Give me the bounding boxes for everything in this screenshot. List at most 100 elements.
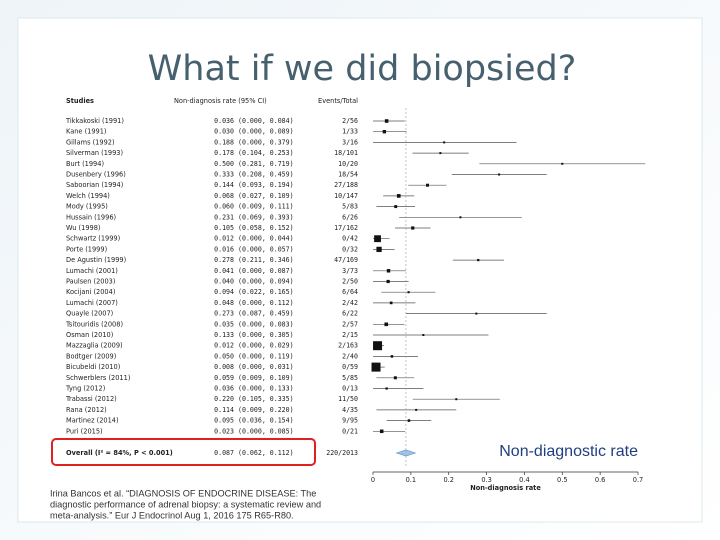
ci-text: (0.000, 0.085) bbox=[238, 427, 294, 435]
rate-text: 0.023 bbox=[214, 427, 234, 435]
x-tick-label: 0.2 bbox=[443, 476, 454, 484]
rate-text: 0.060 bbox=[214, 203, 234, 211]
study-marker bbox=[373, 341, 383, 351]
study-name: Silverman (1993) bbox=[66, 149, 123, 157]
events-text: 0/21 bbox=[342, 427, 358, 435]
events-text: 2/163 bbox=[338, 342, 358, 350]
citation: Irina Bancos et al. “DIAGNOSIS OF ENDOCR… bbox=[50, 488, 321, 520]
ci-text: (0.000, 0.379) bbox=[238, 138, 294, 146]
citation-line: Irina Bancos et al. “DIAGNOSIS OF ENDOCR… bbox=[50, 488, 316, 498]
study-name: Schwerblers (2011) bbox=[66, 374, 130, 382]
ci-text: (0.022, 0.165) bbox=[238, 288, 294, 296]
slide-title: What if we did biopsied? bbox=[148, 49, 577, 89]
rate-text: 0.144 bbox=[214, 181, 234, 189]
study-marker bbox=[384, 119, 389, 123]
study-marker bbox=[422, 334, 425, 336]
study-marker bbox=[390, 355, 394, 358]
study-name: Saboorian (1994) bbox=[66, 181, 123, 189]
events-text: 0/42 bbox=[342, 235, 358, 243]
rate-text: 0.114 bbox=[214, 406, 234, 414]
ci-text: (0.000, 0.087) bbox=[238, 267, 294, 275]
rate-text: 0.133 bbox=[214, 331, 234, 339]
study-name: De Agustin (1999) bbox=[66, 256, 126, 264]
study-marker bbox=[394, 205, 398, 209]
events-text: 0/59 bbox=[342, 363, 358, 371]
study-name: Overall (I² = 84%, P < 0.001) bbox=[66, 449, 173, 457]
citation-line: meta-analysis.” Eur J Endocrinol Aug 1, … bbox=[50, 510, 294, 520]
events-text: 18/54 bbox=[338, 171, 358, 179]
ci-text: (0.000, 0.119) bbox=[238, 352, 294, 360]
rate-text: 0.012 bbox=[214, 235, 234, 243]
study-marker bbox=[382, 130, 387, 134]
study-marker bbox=[498, 173, 501, 176]
rate-text: 0.035 bbox=[214, 320, 234, 328]
study-name: Kocijani (2004) bbox=[66, 288, 115, 296]
events-text: 2/40 bbox=[342, 352, 358, 360]
events-text: 27/188 bbox=[334, 181, 358, 189]
rate-text: 0.273 bbox=[214, 310, 234, 318]
rate-text: 0.105 bbox=[214, 224, 234, 232]
figure-area bbox=[55, 95, 648, 491]
events-text: 17/162 bbox=[334, 224, 358, 232]
study-name: Hussain (1996) bbox=[66, 213, 116, 221]
ci-text: (0.000, 0.084) bbox=[238, 117, 294, 125]
study-marker bbox=[376, 246, 382, 253]
events-text: 6/22 bbox=[342, 310, 358, 318]
rate-text: 0.059 bbox=[214, 374, 234, 382]
study-name: Mazzaglia (2009) bbox=[66, 342, 123, 350]
events-text: 2/50 bbox=[342, 278, 358, 286]
study-marker bbox=[393, 376, 397, 380]
rate-text: 0.094 bbox=[214, 288, 234, 296]
study-marker bbox=[384, 322, 389, 327]
study-marker bbox=[385, 387, 388, 390]
study-name: Rana (2012) bbox=[66, 406, 107, 414]
events-text: 0/32 bbox=[342, 245, 358, 253]
rate-text: 0.220 bbox=[214, 395, 234, 403]
study-name: Dusenbery (1996) bbox=[66, 171, 126, 179]
events-text: 4/35 bbox=[342, 406, 358, 414]
events-text: 6/26 bbox=[342, 213, 358, 221]
study-marker bbox=[426, 183, 429, 187]
study-name: Gillams (1992) bbox=[66, 138, 115, 146]
ci-text: (0.009, 0.109) bbox=[238, 374, 294, 382]
study-name: Schwartz (1999) bbox=[66, 235, 120, 243]
rate-text: 0.095 bbox=[214, 417, 234, 425]
column-header: Studies bbox=[66, 97, 94, 105]
rate-text: 0.048 bbox=[214, 299, 234, 307]
ci-text: (0.027, 0.109) bbox=[238, 192, 294, 200]
study-name: Welch (1994) bbox=[66, 192, 110, 200]
study-name: Quayle (2007) bbox=[66, 310, 113, 318]
annotation: Non-diagnostic rate bbox=[499, 443, 638, 460]
x-tick-label: 0.4 bbox=[519, 476, 530, 484]
study-name: Tikkakoski (1991) bbox=[65, 117, 124, 125]
study-marker bbox=[443, 141, 446, 144]
x-tick-label: 0.3 bbox=[481, 476, 492, 484]
study-name: Porte (1999) bbox=[66, 245, 107, 253]
rate-text: 0.041 bbox=[214, 267, 234, 275]
study-marker bbox=[459, 216, 462, 219]
events-text: 1/33 bbox=[342, 128, 358, 136]
study-marker bbox=[411, 226, 415, 230]
overall-diamond bbox=[395, 449, 417, 457]
ci-text: (0.087, 0.459) bbox=[238, 310, 294, 318]
ci-text: (0.000, 0.094) bbox=[238, 278, 294, 286]
rate-text: 0.178 bbox=[214, 149, 234, 157]
events-text: 3/16 bbox=[342, 138, 358, 146]
ci-text: (0.104, 0.253) bbox=[238, 149, 294, 157]
ci-text: (0.000, 0.112) bbox=[238, 299, 294, 307]
study-marker bbox=[415, 408, 418, 411]
events-text: 0/13 bbox=[342, 385, 358, 393]
events-text: 2/57 bbox=[342, 320, 358, 328]
ci-text: (0.211, 0.346) bbox=[238, 256, 294, 264]
rate-text: 0.087 bbox=[214, 449, 234, 457]
study-name: Mody (1995) bbox=[66, 203, 108, 211]
study-marker bbox=[386, 279, 390, 284]
rate-text: 0.016 bbox=[214, 245, 234, 253]
ci-text: (0.208, 0.459) bbox=[238, 171, 294, 179]
rate-text: 0.040 bbox=[214, 278, 234, 286]
rate-text: 0.231 bbox=[214, 213, 234, 221]
study-name: Burt (1994) bbox=[66, 160, 104, 168]
study-marker bbox=[386, 269, 391, 273]
study-marker bbox=[475, 312, 478, 315]
study-marker bbox=[371, 362, 381, 372]
